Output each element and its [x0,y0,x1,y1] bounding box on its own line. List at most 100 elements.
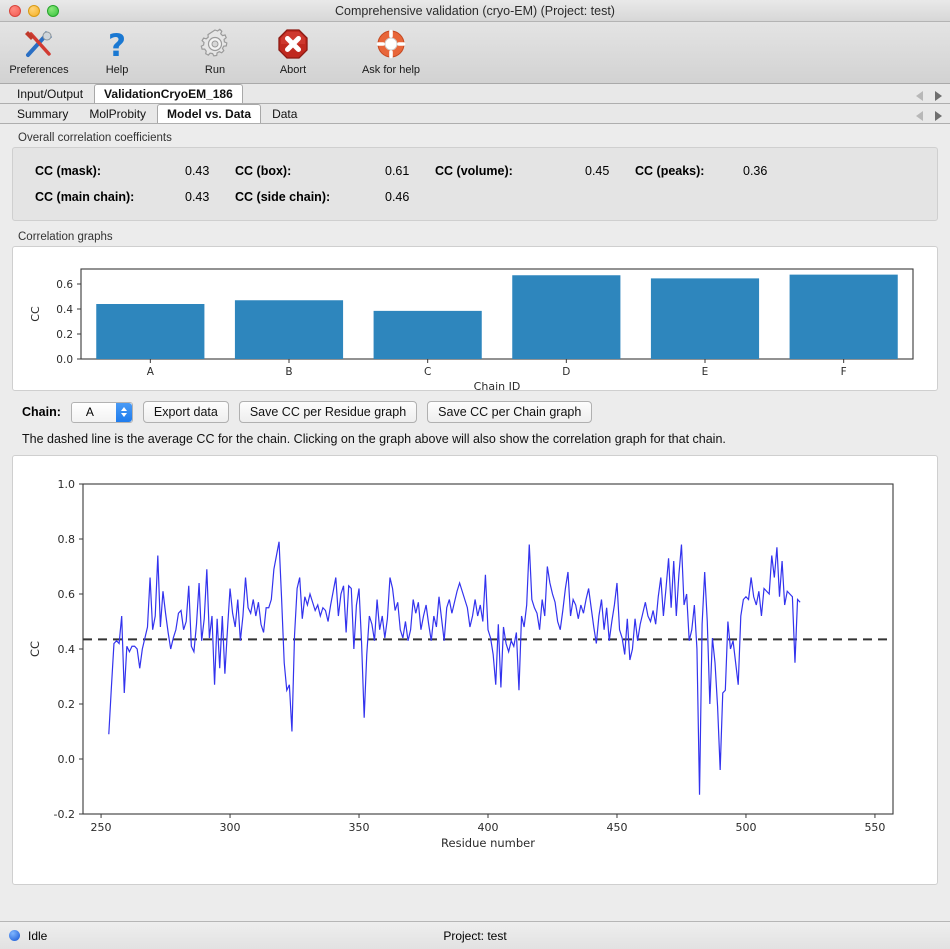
close-button[interactable] [9,4,21,17]
tab-summary[interactable]: Summary [17,107,69,121]
svg-text:450: 450 [606,821,627,834]
svg-text:0.4: 0.4 [58,643,76,656]
svg-text:Chain ID: Chain ID [474,380,521,390]
window-title: Comprehensive validation (cryo-EM) (Proj… [335,3,615,18]
cc-mask-value: 0.43 [185,164,210,178]
primary-tabstrip: Input/Output ValidationCryoEM_186 [0,84,950,104]
svg-text:0.4: 0.4 [56,304,73,316]
scroll-left-icon[interactable] [916,111,923,121]
svg-text:550: 550 [864,821,885,834]
save-cc-per-chain-graph-button[interactable]: Save CC per Chain graph [427,401,593,423]
run-label: Run [204,64,226,76]
stop-x-icon [276,25,310,63]
cc-per-chain-chart[interactable]: 0.0 0.2 0.4 0.6 CC A B C D E F Chain ID [12,246,938,393]
main-toolbar: Preferences ? Help Run [0,22,950,84]
cc-volume-label: CC (volume): [435,164,513,178]
tab-input-output[interactable]: Input/Output [17,87,84,101]
svg-text:E: E [702,366,709,378]
svg-text:CC: CC [28,641,42,657]
primary-tab-scroll-arrows [916,91,942,101]
lifebuoy-icon [374,25,408,63]
svg-text:300: 300 [220,821,241,834]
cc-row: CC (main chain): 0.43 CC (side chain): 0… [13,184,937,210]
svg-text:0.6: 0.6 [56,279,73,291]
cc-main-chain-value: 0.43 [185,190,210,204]
gear-icon [198,25,232,63]
chain-controls: Chain: A Export data Save CC per Residue… [22,401,938,423]
ask-for-help-button[interactable]: Ask for help [352,25,430,76]
svg-text:0.2: 0.2 [56,329,73,341]
preferences-button[interactable]: Preferences [0,25,78,76]
svg-text:D: D [562,366,570,378]
cc-side-chain-label: CC (side chain): [235,190,331,204]
scroll-left-icon[interactable] [916,91,923,101]
abort-label: Abort [279,64,307,76]
tab-model-vs-data[interactable]: Model vs. Data [157,104,262,123]
svg-text:500: 500 [735,821,756,834]
svg-text:-0.2: -0.2 [54,808,75,821]
chevron-down-icon [120,413,127,417]
dashed-line-hint: The dashed line is the average CC for th… [22,432,726,446]
svg-text:250: 250 [91,821,112,834]
scroll-right-icon[interactable] [935,111,942,121]
svg-text:B: B [285,366,292,378]
minimize-button[interactable] [28,4,40,17]
chevron-up-icon [120,407,127,411]
svg-text:0.0: 0.0 [56,354,73,366]
svg-text:400: 400 [478,821,499,834]
help-button[interactable]: ? Help [78,25,156,76]
status-indicator-icon [9,930,20,941]
cc-per-residue-chart[interactable]: -0.2 0.0 0.2 0.4 0.6 0.8 1.0 250 300 350 400 450 500… [12,455,938,885]
chain-stepper-icon[interactable] [115,402,132,422]
cc-main-chain-label: CC (main chain): [35,190,135,204]
preferences-label: Preferences [9,64,69,76]
svg-text:F: F [841,366,847,378]
svg-text:0.0: 0.0 [58,753,76,766]
svg-text:0.2: 0.2 [58,698,76,711]
run-button[interactable]: Run [176,25,254,76]
svg-text:A: A [147,366,155,378]
svg-text:Residue number: Residue number [441,836,535,850]
overall-cc-group-label: Overall correlation coefficients [18,132,172,144]
svg-text:CC: CC [29,306,42,322]
secondary-tab-scroll-arrows [916,111,942,121]
correlation-graphs-group-label: Correlation graphs [18,231,113,243]
status-bar: Idle Project: test [0,921,950,949]
cc-peaks-label: CC (peaks): [635,164,705,178]
cc-box-label: CC (box): [235,164,292,178]
main-content: Overall correlation coefficients CC (mas… [0,124,950,885]
window-controls [9,4,59,17]
svg-text:?: ? [108,28,126,61]
svg-text:0.8: 0.8 [58,533,76,546]
window-titlebar: Comprehensive validation (cryo-EM) (Proj… [0,0,950,22]
tab-molprobity[interactable]: MolProbity [89,107,147,121]
tab-data[interactable]: Data [272,107,298,121]
svg-text:C: C [424,366,431,378]
chain-label: Chain: [22,405,61,419]
abort-button[interactable]: Abort [254,25,332,76]
tab-validation-cryoem-186[interactable]: ValidationCryoEM_186 [94,84,243,103]
scroll-right-icon[interactable] [935,91,942,101]
cc-per-residue-svg[interactable]: -0.2 0.0 0.2 0.4 0.6 0.8 1.0 250 300 350 400 450 500… [13,456,937,884]
preferences-icon [22,25,56,63]
cc-box-value: 0.61 [385,164,410,178]
cc-side-chain-value: 0.46 [385,190,410,204]
svg-text:350: 350 [349,821,370,834]
overall-cc-panel: CC (mask): 0.43 CC (box): 0.61 CC (volum… [12,147,938,221]
help-label: Help [105,64,129,76]
zoom-button[interactable] [47,4,59,17]
cc-volume-value: 0.45 [585,164,610,178]
cc-per-chain-svg[interactable]: 0.0 0.2 0.4 0.6 CC A B C D E F Chain ID [13,247,937,393]
status-project: Project: test [443,928,507,943]
cc-mask-label: CC (mask): [35,164,101,178]
chain-select-value: A [85,405,94,419]
save-cc-per-residue-graph-button[interactable]: Save CC per Residue graph [238,401,418,423]
svg-text:1.0: 1.0 [58,478,76,491]
secondary-tabstrip: Summary MolProbity Model vs. Data Data [0,104,950,124]
svg-text:0.6: 0.6 [58,588,76,601]
status-text: Idle [28,928,48,943]
ask-for-help-label: Ask for help [361,64,421,76]
cc-peaks-value: 0.36 [743,164,768,178]
export-data-button[interactable]: Export data [142,401,229,423]
chain-select[interactable]: A [70,401,133,423]
